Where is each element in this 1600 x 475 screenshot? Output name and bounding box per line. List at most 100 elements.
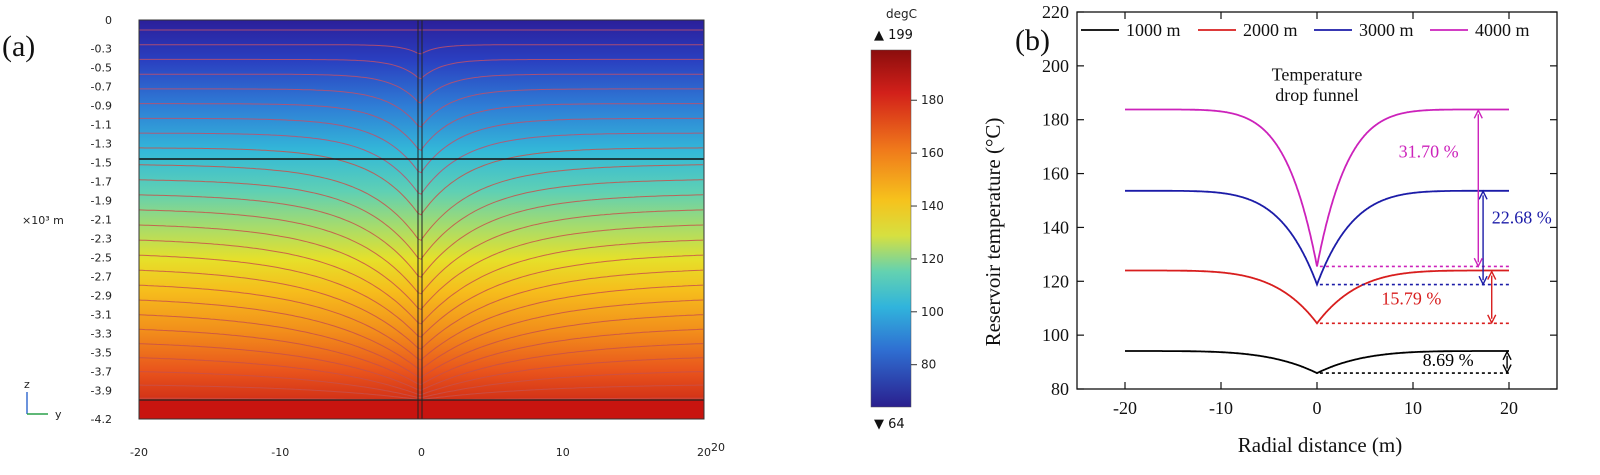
isotherm-line [138,239,704,325]
colorbar-tick-label: 80 [921,358,936,372]
isotherm-line [138,343,704,391]
y-tick-label: 180 [1042,110,1069,130]
drop-arrow-head-up [1473,108,1483,119]
isotherm-line [138,284,704,361]
z-tick-label: -1.1 [91,119,112,132]
temperature-chart: -20 -10 0 10 20 80 100 120 140 160 180 200 220 8.69 … [981,2,1558,457]
drop-arrow-head-down [1502,364,1512,375]
isotherm-line [139,371,704,399]
isotherm-line [138,269,704,350]
field-frame [138,19,705,420]
z-tick-label: -1.5 [91,157,112,170]
z-tick-label: -3.5 [91,347,112,360]
z-tick-label: -2.3 [91,233,112,246]
colorbar-tick-label: 160 [921,146,944,160]
z-tick-label: -0.7 [91,81,112,94]
isotherm-line [139,194,704,278]
drop-arrow-head-down [1478,275,1488,286]
y-tick-label: 10 [556,446,570,459]
z-tick-label: -3.7 [91,366,112,379]
triad-y-label: y [55,408,62,421]
drop-percent-label: 15.79 % [1381,288,1441,308]
colorbar [870,49,912,408]
colorbar-min: ▼ 64 [874,417,905,432]
y-axis-ticks: -20 -10 0 10 20 20 [130,441,725,459]
isotherm-line [138,328,704,386]
isotherm-line [139,147,703,216]
chart-annotations: 8.69 % 15.79 % 22.68 % 31.70 % Temperaturedr… [1272,65,1552,375]
z-axis-ticks: 0 -0.3 -0.5 -0.7 -0.9 -1.1 -1.3 -1.5 -1.7 -1.9 -2.… [91,14,112,426]
y-tick-label: 220 [1042,2,1069,22]
z-tick-label: -0.3 [91,43,112,56]
colorbar-tick-label: 180 [921,93,944,107]
z-tick-label: -1.7 [91,176,112,189]
drop-arrow-head-up [1502,350,1512,361]
x-tick-label: -10 [1209,398,1233,418]
drop-percent-label: 22.68 % [1492,207,1552,227]
y-axis-label: Reservoir temperature (°C) [981,118,1005,347]
colorbar-ticks: 180 160 140 120 100 80 [911,93,944,372]
x-tick-label: 10 [1404,398,1422,418]
isotherm-line [139,73,703,104]
z-tick-label: -2.1 [91,214,112,227]
funnel-annotation-line1: Temperature [1272,65,1363,85]
unit-label: ×10³ m [22,214,64,227]
y-tick-label: 200 [1042,56,1069,76]
y-tick-label: 20 [697,446,711,459]
panel-b: -20 -10 0 10 20 80 100 120 140 160 180 200 220 8.69 … [960,0,1600,470]
x-axis-label: Radial distance (m) [1238,433,1402,457]
isotherm-lines [138,29,704,401]
z-tick-label: -0.9 [91,100,112,113]
y-tick-label: 80 [1051,379,1069,399]
chart-series [1125,108,1509,375]
isotherm-line [139,357,704,396]
drop-arrow-head-down [1473,257,1483,268]
x-tick-label: 20 [1500,398,1518,418]
colorbar-tick-label: 120 [921,252,944,266]
y-tick-label: 0 [418,446,425,459]
z-tick-label: 0 [105,14,112,27]
temperature-field-figure: 0 -0.3 -0.5 -0.7 -0.9 -1.1 -1.3 -1.5 -1.7 -1.9 -2.… [22,7,944,459]
drop-arrow-head-up [1478,189,1488,200]
z-tick-label: -3.1 [91,309,112,322]
z-tick-label: -1.3 [91,138,112,151]
legend-label: 2000 m [1243,20,1298,40]
z-tick-label: -0.5 [91,62,112,75]
z-tick-label: -3.9 [91,385,112,398]
isotherm-line [138,209,704,295]
panel-b-label: (b) [1015,24,1050,57]
y-tick-label-extra: 20 [711,441,725,454]
isotherm-line [138,224,704,310]
y-tick-label: 100 [1042,325,1069,345]
series-line [1125,350,1509,375]
y-tick-label: -20 [130,446,148,459]
colorbar-unit: degC [886,7,917,21]
colorbar-tick-label: 100 [921,305,944,319]
y-tick-label: 120 [1042,271,1069,291]
legend-label: 1000 m [1126,20,1181,40]
y-tick-label: -10 [271,446,289,459]
isotherm-line [138,179,703,260]
isotherm-line [139,117,703,174]
colorbar-tick-label: 140 [921,199,944,213]
drop-arrow-head-up [1487,270,1497,280]
x-tick-label: -20 [1113,398,1137,418]
panel-a-label: (a) [2,30,36,63]
drop-percent-label: 31.70 % [1399,141,1459,161]
y-tick-label: 160 [1042,164,1069,184]
y-tick-label: 140 [1042,217,1069,237]
drop-percent-label: 8.69 % [1423,350,1474,370]
z-tick-label: -1.9 [91,195,112,208]
isotherm-line [139,103,703,151]
legend-label: 4000 m [1475,20,1530,40]
isotherm-line [138,254,704,338]
z-tick-label: -2.7 [91,271,112,284]
series-line [1125,189,1509,288]
isotherm-line [139,132,703,195]
z-tick-label: -2.5 [91,252,112,265]
chart-legend: 1000 m 2000 m 3000 m 4000 m [1081,20,1530,40]
z-tick-label: -2.9 [91,290,112,303]
triad-z-label: z [24,378,30,391]
isotherm-line [139,44,703,55]
chart-axes: -20 -10 0 10 20 80 100 120 140 160 180 200 220 [1042,2,1558,418]
